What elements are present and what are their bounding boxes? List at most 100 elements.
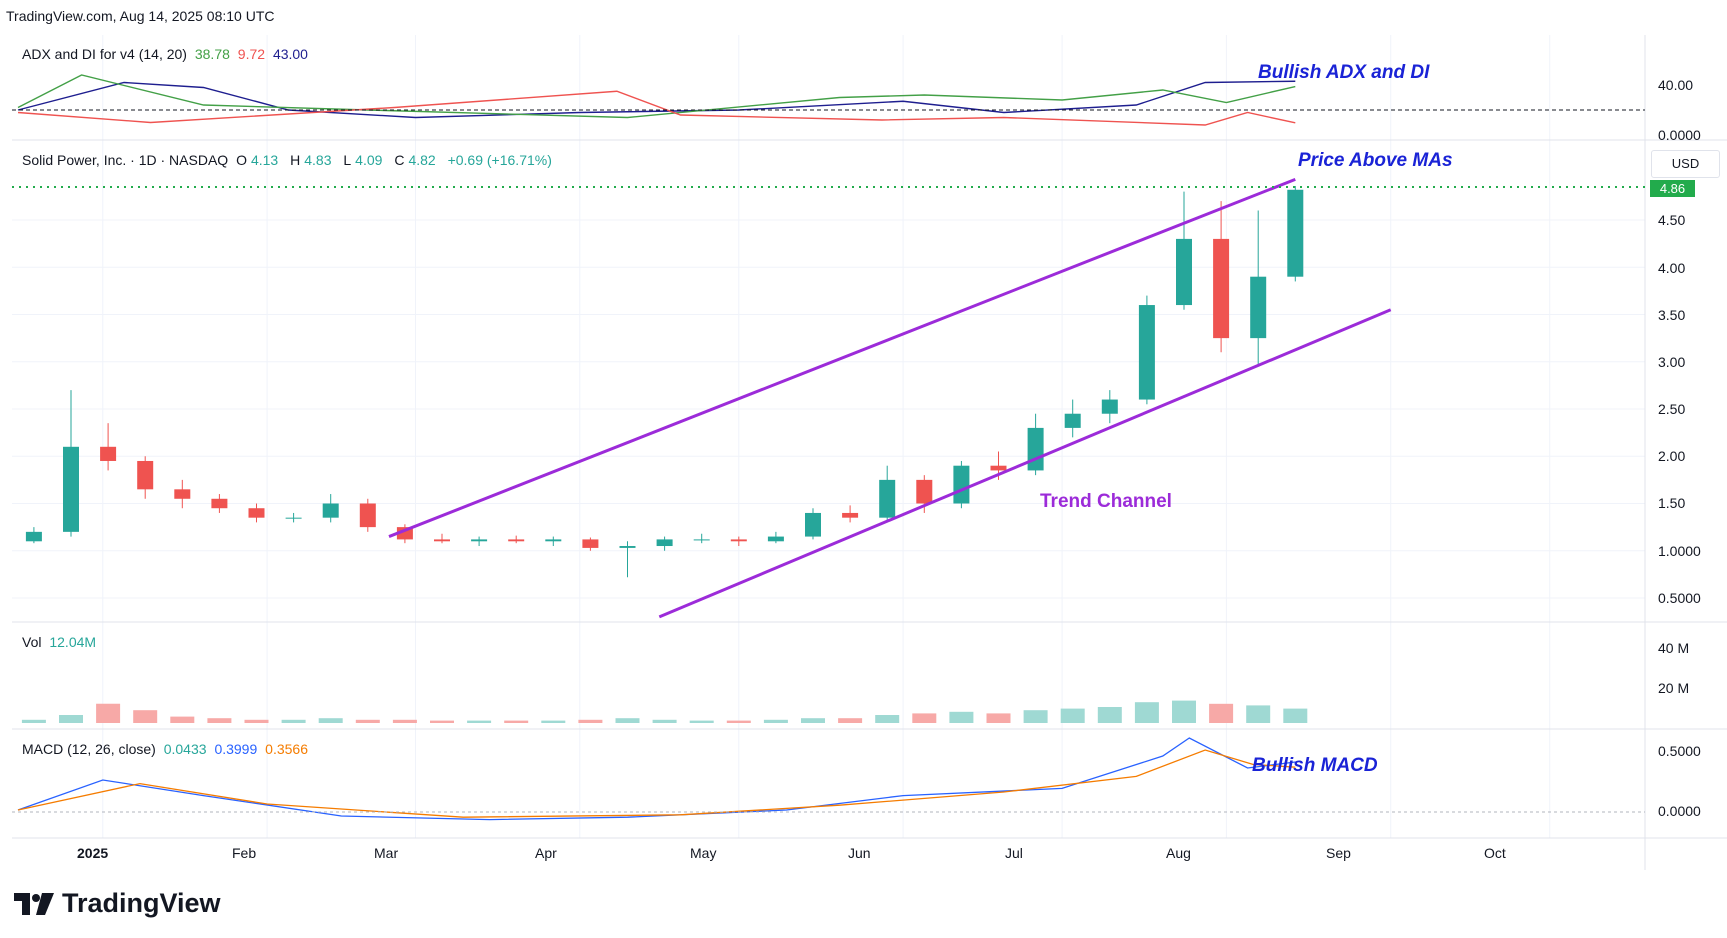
macd-tick-0: 0.0000: [1658, 803, 1701, 819]
time-label-jul: Jul: [1005, 845, 1023, 861]
price-tick-3-50: 3.50: [1658, 307, 1686, 323]
candle-body-27: [1027, 427, 1044, 471]
trend-channel: [388, 177, 1392, 619]
volume-bar-26: [986, 713, 1011, 723]
volume-bar-9: [355, 719, 380, 723]
price-tick-4-00: 4.00: [1658, 260, 1686, 276]
volume-legend: Vol 12.04M: [22, 634, 100, 650]
adx-title: ADX and DI for v4 (14, 20): [22, 46, 187, 62]
volume-bar-11: [430, 720, 454, 723]
price-tick-1-50: 1.50: [1658, 495, 1686, 511]
volume-bar-23: [875, 715, 900, 723]
close-value: 4.82: [408, 152, 436, 168]
symbol-line: Solid Power, Inc. · 1D · NASDAQ: [22, 152, 229, 168]
volume-bar-16: [615, 718, 640, 723]
candle-body-13: [508, 539, 525, 542]
time-label-mar: Mar: [374, 845, 399, 861]
volume-bar-27: [1023, 710, 1048, 723]
volume-bar-18: [689, 720, 714, 723]
candle-body-28: [1064, 413, 1081, 428]
open-value: 4.13: [250, 152, 279, 168]
volume-bar-29: [1097, 707, 1122, 723]
annotation-adx: Bullish ADX and DI: [1258, 62, 1430, 83]
time-label-jun: Jun: [848, 845, 871, 861]
currency-button[interactable]: USD: [1651, 150, 1720, 178]
candle-body-26: [990, 465, 1007, 471]
volume-bar-0: [21, 719, 46, 723]
volume-bar-34: [1283, 708, 1308, 723]
candle-body-19: [730, 539, 747, 542]
candle-body-1: [63, 446, 79, 532]
time-label-feb: Feb: [232, 845, 257, 861]
time-label-oct: Oct: [1484, 845, 1506, 861]
volume-bar-31: [1172, 700, 1196, 723]
plus-di-value: 38.78: [194, 46, 230, 62]
price-tick-4-50: 4.50: [1658, 212, 1686, 228]
high-value: 4.83: [304, 152, 332, 168]
macd-line: [17, 737, 1296, 821]
candle-body-24: [916, 479, 933, 504]
candle-body-4: [174, 489, 191, 499]
minus-di-line: [17, 90, 1296, 126]
low-value: 4.09: [355, 152, 383, 168]
pane-dividers: [12, 35, 1727, 870]
volume-bar-3: [133, 710, 158, 723]
volume-bars: [21, 700, 1308, 723]
low-label: L: [343, 152, 352, 168]
volume-bar-28: [1060, 708, 1085, 723]
volume-bar-20: [763, 719, 788, 723]
volume-bar-4: [170, 716, 195, 723]
volume-value: 12.04M: [49, 634, 97, 650]
time-label-may: May: [690, 845, 717, 861]
candle-body-18: [693, 539, 710, 541]
volume-title: Vol: [22, 634, 42, 650]
volume-bar-7: [281, 719, 306, 723]
tradingview-logo[interactable]: TradingView: [14, 888, 221, 919]
annotation-price-above-mas: Price Above MAs: [1298, 150, 1453, 171]
candle-body-22: [842, 512, 859, 518]
time-label-sep: Sep: [1326, 845, 1351, 861]
macd-tick-0-5: 0.5000: [1658, 743, 1701, 759]
high-label: H: [290, 152, 301, 168]
volume-bar-1: [59, 715, 83, 723]
price-tick-0-50: 0.5000: [1658, 590, 1701, 606]
tradingview-logo-icon: [14, 892, 54, 915]
volume-bar-17: [652, 719, 677, 723]
volume-bar-30: [1134, 702, 1159, 723]
volume-bar-5: [207, 718, 232, 723]
grid: [12, 35, 1645, 838]
candle-body-14: [545, 539, 562, 542]
brand-name: TradingView: [62, 888, 221, 918]
candle-body-7: [285, 517, 302, 519]
annotation-trend-channel: Trend Channel: [1040, 491, 1172, 512]
candle-body-3: [137, 460, 154, 490]
candle-body-15: [582, 539, 599, 548]
candle-body-11: [434, 539, 450, 542]
price-tick-3-00: 3.00: [1658, 354, 1686, 370]
minus-di-value: 9.72: [237, 46, 266, 62]
volume-tick-40m: 40 M: [1658, 640, 1690, 656]
candles: [25, 185, 1304, 578]
candle-body-23: [879, 479, 896, 518]
adx-tick-0: 0.0000: [1658, 127, 1701, 143]
candle-body-8: [322, 503, 339, 518]
candle-body-5: [211, 498, 228, 509]
price-tick-2-00: 2.00: [1658, 448, 1686, 464]
candle-body-25: [953, 465, 970, 504]
volume-tick-20m: 20 M: [1658, 680, 1690, 696]
volume-bar-6: [244, 719, 269, 723]
adx-lines: [17, 74, 1296, 126]
volume-bar-15: [578, 719, 603, 723]
candle-body-32: [1213, 238, 1230, 339]
macd-legend: MACD (12, 26, close) 0.0433 0.3999 0.356…: [22, 741, 312, 757]
price-tick-1-00: 1.0000: [1658, 543, 1701, 559]
channel-line-upper: [388, 177, 1296, 538]
volume-bar-10: [392, 719, 417, 723]
macd-title: MACD (12, 26, close): [22, 741, 156, 757]
change-value: +0.69 (+16.71%): [447, 152, 552, 168]
volume-bar-25: [949, 711, 974, 723]
candle-body-20: [767, 536, 784, 542]
time-label-aug: Aug: [1166, 845, 1191, 861]
